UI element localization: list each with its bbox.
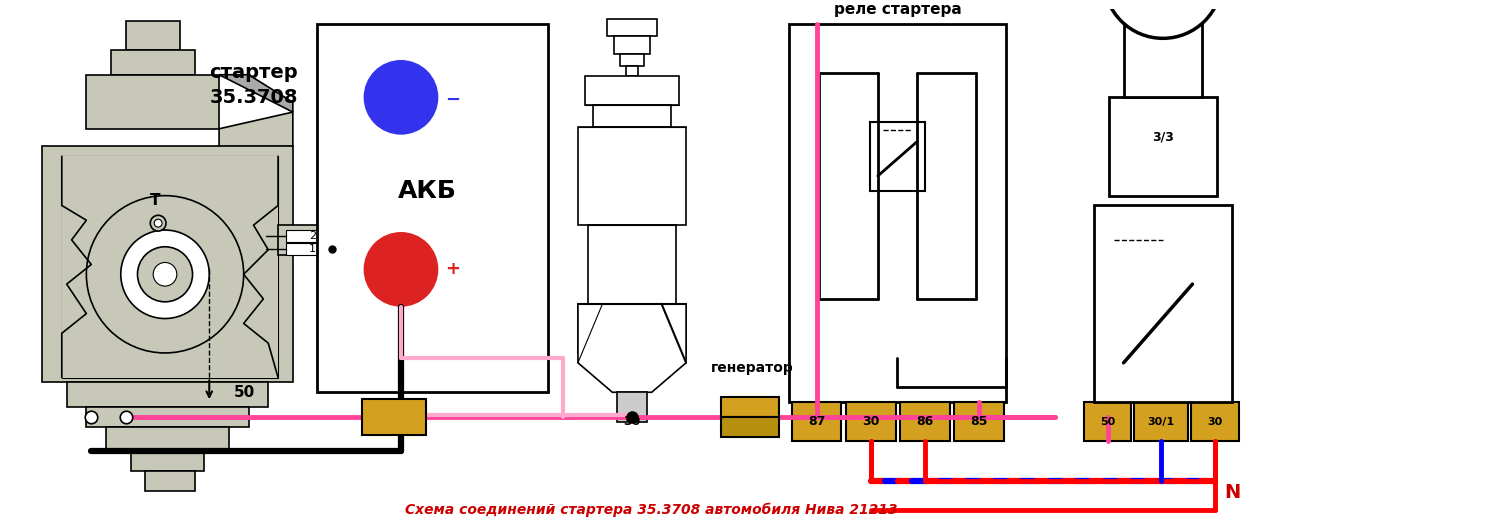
Text: 50: 50 xyxy=(1100,417,1116,427)
Bar xyxy=(618,392,646,422)
Bar xyxy=(362,399,426,435)
Polygon shape xyxy=(219,75,292,112)
Bar xyxy=(106,427,230,452)
Bar xyxy=(900,402,950,442)
Text: 86: 86 xyxy=(916,415,933,428)
Text: АКБ: АКБ xyxy=(398,178,458,203)
Text: 2: 2 xyxy=(309,231,316,241)
Bar xyxy=(1124,19,1203,97)
Bar xyxy=(720,417,780,436)
Text: 30: 30 xyxy=(624,415,640,428)
Text: Т: Т xyxy=(150,193,160,208)
Text: −: − xyxy=(446,91,460,109)
Bar xyxy=(585,76,680,105)
Polygon shape xyxy=(62,156,278,377)
Text: 87: 87 xyxy=(808,415,825,428)
Circle shape xyxy=(150,215,166,231)
Bar xyxy=(846,402,895,442)
Bar xyxy=(318,24,549,392)
Bar xyxy=(286,230,330,242)
Bar xyxy=(87,407,249,427)
Bar xyxy=(286,243,330,255)
Bar xyxy=(1191,402,1239,442)
Text: реле стартера: реле стартера xyxy=(834,2,962,17)
Circle shape xyxy=(138,247,192,302)
Bar xyxy=(578,127,686,225)
Circle shape xyxy=(122,230,210,319)
Circle shape xyxy=(363,232,438,307)
Bar xyxy=(578,304,686,353)
Bar xyxy=(126,20,180,50)
Polygon shape xyxy=(578,304,686,392)
Circle shape xyxy=(87,196,243,353)
Bar xyxy=(592,105,672,127)
Text: +: + xyxy=(446,260,460,278)
Bar xyxy=(130,452,204,471)
Text: 35.3708: 35.3708 xyxy=(210,88,298,107)
Bar xyxy=(720,397,780,417)
Text: 30/1: 30/1 xyxy=(1148,417,1174,427)
Circle shape xyxy=(363,60,438,135)
Text: 30: 30 xyxy=(1208,417,1222,427)
Circle shape xyxy=(154,219,162,227)
Bar xyxy=(66,382,268,407)
Bar xyxy=(1084,402,1131,442)
Bar xyxy=(1108,97,1216,196)
Bar xyxy=(1134,402,1188,442)
Text: 30: 30 xyxy=(862,415,879,428)
Text: 1: 1 xyxy=(309,244,316,254)
Circle shape xyxy=(153,262,177,286)
Polygon shape xyxy=(219,112,292,146)
Text: 50: 50 xyxy=(234,385,255,400)
Bar xyxy=(870,122,925,191)
Text: стартер: стартер xyxy=(209,63,298,82)
Bar xyxy=(42,146,292,382)
Text: 85: 85 xyxy=(970,415,988,428)
Bar xyxy=(588,225,676,304)
Bar xyxy=(87,75,219,129)
Bar xyxy=(1094,205,1232,402)
Bar xyxy=(278,225,338,255)
Bar xyxy=(608,19,657,36)
Bar xyxy=(789,24,1005,402)
Text: Схема соединений стартера 35.3708 автомобиля Нива 21213: Схема соединений стартера 35.3708 автомо… xyxy=(405,503,898,518)
Bar xyxy=(615,36,650,54)
Bar xyxy=(626,66,638,76)
Text: 3/3: 3/3 xyxy=(1152,130,1174,143)
Bar xyxy=(792,402,842,442)
Text: N: N xyxy=(1224,483,1240,502)
Text: генератор: генератор xyxy=(711,361,794,375)
Bar xyxy=(954,402,1004,442)
Bar xyxy=(146,471,195,490)
Bar xyxy=(620,54,644,66)
Bar xyxy=(62,156,278,377)
Bar xyxy=(111,50,195,75)
Circle shape xyxy=(1104,0,1222,38)
